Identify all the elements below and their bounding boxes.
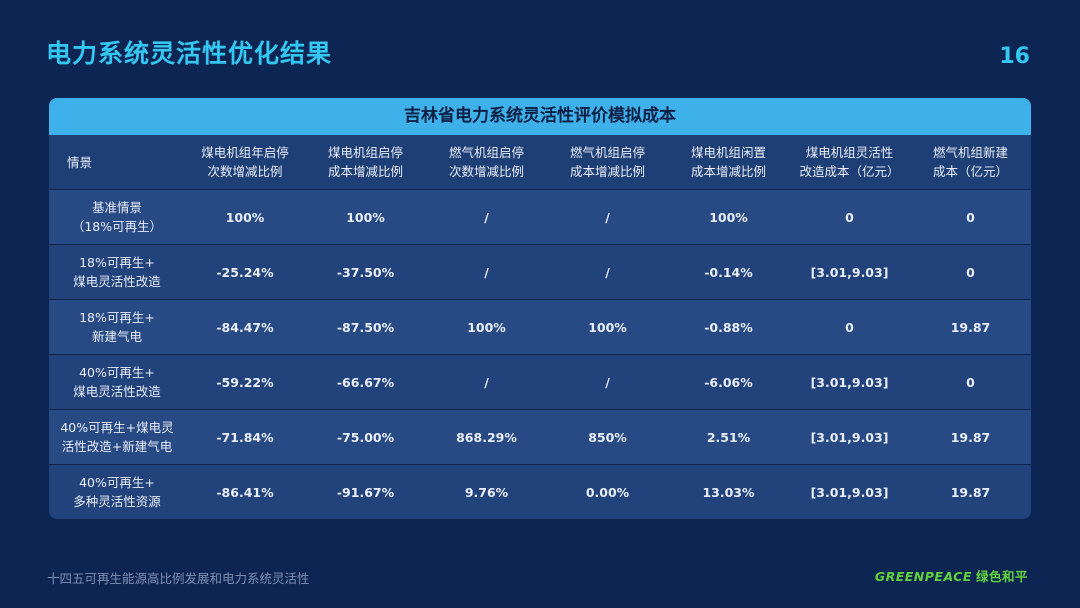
value-cell: 2.51% xyxy=(668,409,789,465)
value-cell: 0 xyxy=(910,244,1031,300)
scenario-line: （18%可再生） xyxy=(71,219,163,234)
scenario-cell: 18%可再生+ 煤电灵活性改造 xyxy=(49,244,185,300)
logo-text-cn: 绿色和平 xyxy=(975,569,1028,584)
value-cell: -0.88% xyxy=(668,299,789,355)
table-row: 18%可再生+ 新建气电 -84.47% -87.50% 100% 100% -0.88% 0… xyxy=(49,299,1031,355)
value-cell: / xyxy=(547,354,668,410)
table-header-row: 情景 煤电机组年启停 次数增减比例 煤电机组启停 成本增减比例 燃气机组启停 次数增减比例燃… xyxy=(49,135,1031,190)
column-header-line: 成本（亿元） xyxy=(932,164,1008,179)
column-header-line: 情景 xyxy=(67,154,93,170)
value-cell: [3.01,9.03] xyxy=(789,409,910,465)
scenario-line: 煤电灵活性改造 xyxy=(73,384,161,399)
column-header-line: 煤电机组年启停 xyxy=(201,145,289,160)
scenario-line: 40%可再生+ xyxy=(79,475,155,490)
value-cell: 868.29% xyxy=(426,409,547,465)
value-cell: 19.87 xyxy=(910,409,1031,465)
column-header: 煤电机组年启停 次数增减比例 xyxy=(185,135,305,190)
table-row: 40%可再生+ 多种灵活性资源 -86.41% -91.67% 9.76% 0.00% 13… xyxy=(49,464,1031,519)
value-cell: -0.14% xyxy=(668,244,789,300)
value-cell: -37.50% xyxy=(305,244,426,300)
page-title: 电力系统灵活性优化结果 xyxy=(46,39,333,68)
value-cell: -59.22% xyxy=(185,354,305,410)
column-header: 煤电机组灵活性 改造成本（亿元） xyxy=(789,135,910,190)
column-header-line: 成本增减比例 xyxy=(690,164,766,179)
value-cell: -66.67% xyxy=(305,354,426,410)
column-header-line: 燃气机组新建 xyxy=(932,145,1008,160)
scenario-line: 18%可再生+ xyxy=(79,255,155,270)
column-header: 燃气机组启停 成本增减比例 xyxy=(547,135,668,190)
scenario-line: 煤电灵活性改造 xyxy=(73,274,161,289)
column-header-line: 燃气机组启停 xyxy=(448,145,524,160)
column-header: 燃气机组启停 次数增减比例 xyxy=(426,135,547,190)
scenario-line: 多种灵活性资源 xyxy=(73,494,161,509)
table-title: 吉林省电力系统灵活性评价模拟成本 xyxy=(49,98,1031,135)
column-header: 煤电机组启停 成本增减比例 xyxy=(305,135,426,190)
value-cell: 0 xyxy=(789,299,910,355)
value-cell: / xyxy=(547,244,668,300)
value-cell: 0 xyxy=(789,189,910,245)
value-cell: -71.84% xyxy=(185,409,305,465)
column-header: 燃气机组新建 成本（亿元） xyxy=(910,135,1031,190)
value-cell: -75.00% xyxy=(305,409,426,465)
column-header-line: 改造成本（亿元） xyxy=(799,164,900,179)
value-cell: 19.87 xyxy=(910,299,1031,355)
scenario-line: 40%可再生+ xyxy=(79,365,155,380)
scenario-line: 40%可再生+煤电灵 xyxy=(60,420,174,435)
scenario-line: 活性改造+新建气电 xyxy=(61,439,173,454)
value-cell: -6.06% xyxy=(668,354,789,410)
value-cell: 0.00% xyxy=(547,464,668,519)
scenario-cell: 18%可再生+ 新建气电 xyxy=(49,299,185,355)
greenpeace-logo: GREENPEACE 绿色和平 xyxy=(875,566,1028,585)
table-row: 40%可再生+ 煤电灵活性改造 -59.22% -66.67% / / -6.06% [3.0… xyxy=(49,354,1031,410)
column-header-line: 成本增减比例 xyxy=(327,164,403,179)
table-row: 18%可再生+ 煤电灵活性改造 -25.24% -37.50% / / -0.14% [3.0… xyxy=(49,244,1031,300)
scenario-line: 18%可再生+ xyxy=(79,310,155,325)
value-cell: [3.01,9.03] xyxy=(789,244,910,300)
column-header-line: 成本增减比例 xyxy=(569,164,645,179)
value-cell: 100% xyxy=(547,299,668,355)
value-cell: 100% xyxy=(426,299,547,355)
column-header-line: 煤电机组启停 xyxy=(327,145,403,160)
data-table-card: 吉林省电力系统灵活性评价模拟成本 情景 煤电机组年启停 次数增减比例 煤电机组启停 成本… xyxy=(49,98,1031,519)
scenario-line: 新建气电 xyxy=(91,329,142,344)
results-table: 情景 煤电机组年启停 次数增减比例 煤电机组启停 成本增减比例 燃气机组启停 次数增减比例燃… xyxy=(49,135,1031,519)
scenario-cell: 40%可再生+煤电灵 活性改造+新建气电 xyxy=(49,409,185,465)
value-cell: / xyxy=(426,244,547,300)
page-number: 16 xyxy=(999,44,1030,69)
value-cell: 0 xyxy=(910,354,1031,410)
scenario-line: 基准情景 xyxy=(91,200,142,215)
footer-text: 十四五可再生能源高比例发展和电力系统灵活性 xyxy=(47,571,310,586)
value-cell: / xyxy=(426,354,547,410)
column-header-line: 次数增减比例 xyxy=(207,164,283,179)
value-cell: 100% xyxy=(185,189,305,245)
scenario-cell: 基准情景 （18%可再生） xyxy=(49,189,185,245)
value-cell: 19.87 xyxy=(910,464,1031,519)
scenario-cell: 40%可再生+ 煤电灵活性改造 xyxy=(49,354,185,410)
logo-text-en: GREENPEACE xyxy=(874,569,972,584)
column-header-line: 煤电机组灵活性 xyxy=(805,145,894,160)
value-cell: [3.01,9.03] xyxy=(789,354,910,410)
value-cell: -84.47% xyxy=(185,299,305,355)
value-cell: 9.76% xyxy=(426,464,547,519)
value-cell: -91.67% xyxy=(305,464,426,519)
value-cell: / xyxy=(547,189,668,245)
value-cell: -87.50% xyxy=(305,299,426,355)
value-cell: [3.01,9.03] xyxy=(789,464,910,519)
value-cell: 100% xyxy=(668,189,789,245)
value-cell: 100% xyxy=(305,189,426,245)
table-row: 基准情景 （18%可再生） 100% 100% //100% 0 0 xyxy=(49,189,1031,245)
value-cell: -86.41% xyxy=(185,464,305,519)
value-cell: 850% xyxy=(547,409,668,465)
value-cell: -25.24% xyxy=(185,244,305,300)
value-cell: 13.03% xyxy=(668,464,789,519)
value-cell: / xyxy=(426,189,547,245)
column-header-line: 次数增减比例 xyxy=(448,164,524,179)
table-row: 40%可再生+煤电灵 活性改造+新建气电 -71.84% -75.00% 868.29%… xyxy=(49,409,1031,465)
column-header-line: 燃气机组启停 xyxy=(569,145,645,160)
column-header: 煤电机组闲置 成本增减比例 xyxy=(668,135,789,190)
value-cell: 0 xyxy=(910,189,1031,245)
scenario-cell: 40%可再生+ 多种灵活性资源 xyxy=(49,464,185,519)
column-header-line: 煤电机组闲置 xyxy=(690,145,766,160)
column-header: 情景 xyxy=(49,135,185,190)
